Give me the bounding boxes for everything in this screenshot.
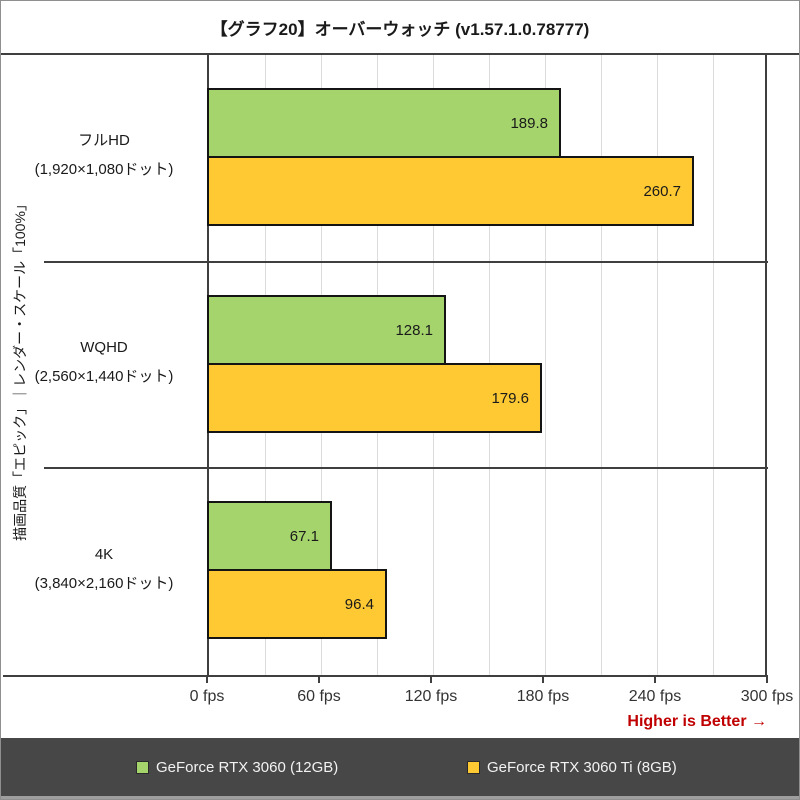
- gridline: [657, 55, 658, 675]
- y-axis-title: 描画品質「エピック」｜レンダー・スケール「100%」: [12, 197, 28, 541]
- x-axis-line: [3, 675, 768, 677]
- x-axis-tick: [542, 677, 544, 683]
- x-axis-tick-label: 0 fps: [189, 688, 225, 705]
- x-axis-tick-label: 120 fps: [404, 688, 458, 705]
- legend-label: GeForce RTX 3060 Ti (8GB): [487, 758, 677, 776]
- x-axis-tick-label: 60 fps: [297, 688, 341, 705]
- x-axis-tick-label: 300 fps: [740, 688, 794, 705]
- category-label: フルHD (1,920×1,080ドット): [3, 126, 205, 184]
- x-axis-tick-label: 180 fps: [516, 688, 570, 705]
- gridline: [601, 55, 602, 675]
- x-axis-tick: [318, 677, 320, 683]
- x-axis-tick: [430, 677, 432, 683]
- category-label-line1: フルHD: [78, 132, 130, 149]
- legend-item-rtx3060: GeForce RTX 3060 (12GB): [136, 759, 338, 776]
- gridline: [377, 55, 378, 675]
- x-axis-tick: [766, 677, 768, 683]
- chart-title: 【グラフ20】オーバーウォッチ (v1.57.1.0.78777): [210, 20, 590, 39]
- category-label-line2: (3,840×2,160ドット): [34, 575, 174, 592]
- gridline: [321, 55, 322, 675]
- x-axis-tick: [654, 677, 656, 683]
- gridline: [545, 55, 546, 675]
- higher-is-better-annotation: Higher is Better →: [627, 713, 767, 730]
- gridline: [265, 55, 266, 675]
- gridline: [433, 55, 434, 675]
- legend-item-rtx3060ti: GeForce RTX 3060 Ti (8GB): [467, 759, 677, 776]
- legend-bar: GeForce RTX 3060 (12GB) GeForce RTX 3060…: [1, 738, 799, 796]
- legend-label: GeForce RTX 3060 (12GB): [156, 758, 339, 776]
- title-separator-line: [1, 53, 799, 55]
- gridline: [489, 55, 490, 675]
- plot-area: [207, 55, 767, 675]
- category-label-line2: (1,920×1,080ドット): [34, 161, 174, 178]
- legend-swatch-yellow: [467, 760, 480, 774]
- legend-swatch-green: [136, 760, 149, 774]
- gridline: [713, 55, 714, 675]
- x-axis-tick: [206, 677, 208, 683]
- x-axis-tick-label: 240 fps: [628, 688, 682, 705]
- bottom-strip: [1, 796, 799, 799]
